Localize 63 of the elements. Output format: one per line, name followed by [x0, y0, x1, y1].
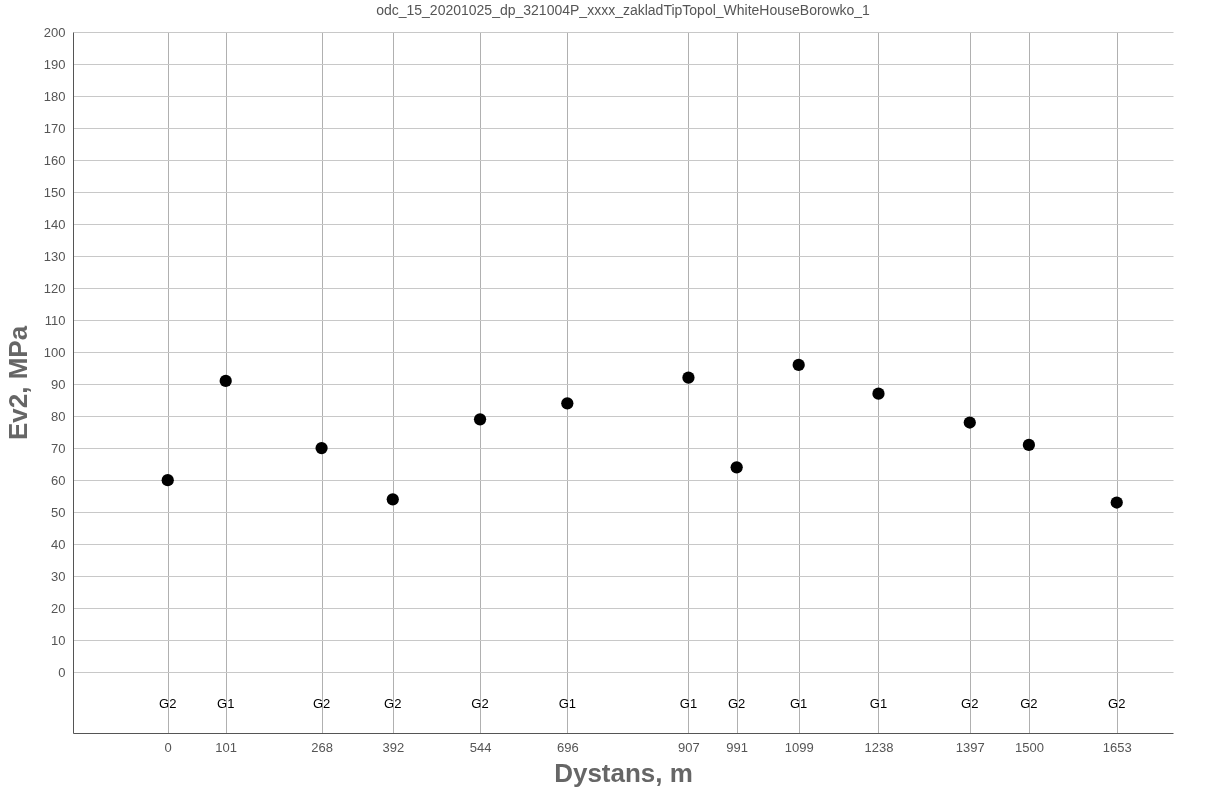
y-tick-label: 90 [51, 376, 66, 392]
x-tick-label: 991 [726, 739, 749, 755]
annotation: G1 [558, 696, 576, 711]
annotation: G2 [159, 696, 177, 711]
point [792, 358, 805, 372]
y-tick-label: 170 [43, 120, 66, 136]
point [682, 371, 695, 384]
y-tick-label: 80 [51, 408, 66, 424]
y-tick-label: 10 [51, 632, 66, 648]
annotation: G1 [869, 696, 888, 711]
point [561, 397, 574, 410]
y-tick-label: 180 [43, 88, 66, 104]
point [473, 413, 487, 426]
x-tick-label: 1397 [955, 739, 985, 755]
y-tick-label: 70 [51, 440, 66, 456]
y-tick-label: 110 [44, 312, 66, 328]
y-tick-label: 200 [43, 24, 66, 40]
point [219, 374, 232, 388]
point [730, 461, 743, 474]
annotation: G2 [312, 696, 331, 711]
point [315, 442, 328, 455]
annotation: G1 [679, 696, 698, 711]
annotation: G1 [790, 696, 808, 711]
y-tick-label: 30 [51, 568, 66, 584]
annotation: G2 [1020, 696, 1038, 711]
point [963, 416, 976, 429]
point [161, 474, 174, 487]
y-axis-title: Ev2, MPa [2, 325, 33, 441]
x-tick-label: 0 [164, 739, 172, 755]
y-tick-label: 120 [43, 280, 66, 296]
point [1022, 438, 1036, 452]
y-tick-label: 100 [43, 344, 66, 360]
x-tick-label: 544 [469, 739, 492, 755]
x-tick-label: 1099 [784, 739, 814, 755]
x-tick-label: 392 [382, 739, 405, 755]
y-tick-label: 0 [58, 664, 66, 680]
y-tick-label: 60 [51, 472, 66, 488]
y-tick-label: 140 [43, 216, 66, 232]
x-tick-label: 268 [311, 739, 333, 755]
annotation: G2 [384, 696, 402, 711]
x-axis-title: Dystans, m [554, 757, 693, 788]
annotation: G2 [961, 696, 979, 711]
y-tick-label: 40 [51, 536, 66, 552]
annotation: G2 [471, 696, 489, 711]
y-tick-label: 150 [43, 184, 66, 200]
chart-title: odc_15_20201025_dp_321004P_xxxx_zakladTipTopol_WhiteHouseBorowko_1 [376, 2, 871, 18]
x-tick-label: 1238 [864, 739, 894, 755]
point [872, 387, 885, 400]
annotation: G2 [728, 696, 746, 711]
annotation: G2 [1108, 696, 1126, 711]
y-tick-label: 190 [43, 56, 66, 72]
annotation: G1 [217, 696, 235, 711]
y-tick-label: 20 [51, 600, 66, 616]
x-tick-label: 907 [678, 739, 700, 755]
point [1110, 496, 1123, 509]
y-tick-label: 50 [51, 504, 66, 520]
x-tick-label: 696 [556, 739, 579, 755]
point [386, 493, 399, 506]
y-tick-label: 160 [43, 152, 66, 168]
y-tick-label: 130 [43, 248, 66, 264]
x-tick-label: 101 [215, 739, 238, 755]
x-tick-label: 1500 [1014, 739, 1044, 755]
x-tick-label: 1653 [1102, 739, 1132, 755]
